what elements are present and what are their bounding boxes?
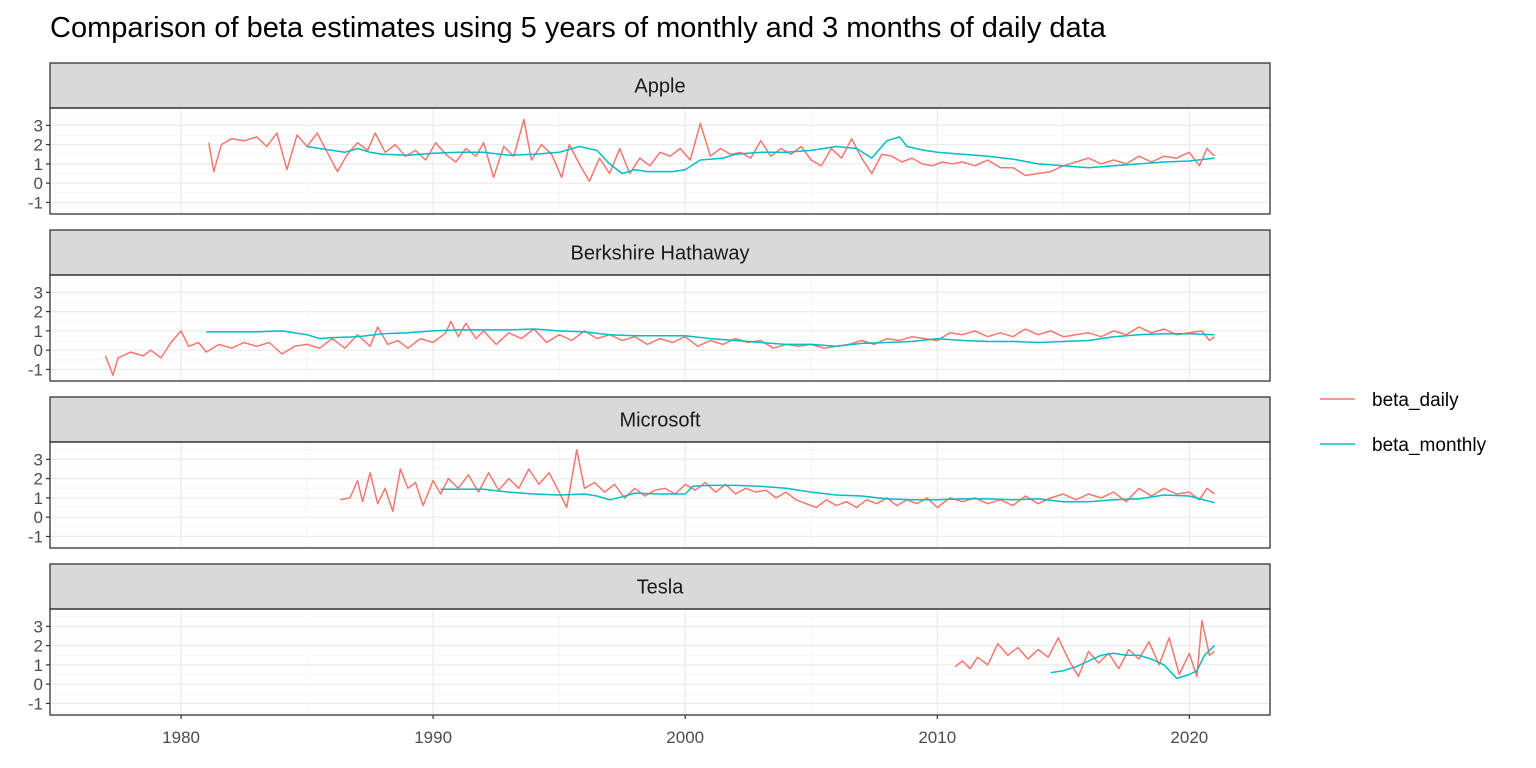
x-tick-label: 1980: [162, 728, 200, 747]
series-line-beta-monthly-microsoft: [440, 484, 1215, 504]
panel-border: [49, 608, 1271, 716]
y-tick-label: 2: [34, 470, 43, 489]
y-tick-label: -1: [28, 694, 43, 713]
y-tick-label: -1: [28, 193, 43, 212]
series-line-beta-monthly-apple: [306, 136, 1215, 175]
y-tick-label: 3: [34, 283, 43, 302]
y-tick-label: 1: [34, 155, 43, 174]
facet-strip-label-berkshire-hathaway: Berkshire Hathaway: [571, 243, 750, 265]
y-tick-label: 3: [34, 450, 43, 469]
series-line-beta-monthly-tesla: [1050, 645, 1216, 680]
y-tick-label: 1: [34, 322, 43, 341]
x-tick-label: 2020: [1170, 728, 1208, 747]
x-tick-label: 2000: [666, 728, 704, 747]
facet-strip: [49, 229, 1271, 276]
y-tick-label: 1: [34, 489, 43, 508]
y-tick-label: 3: [34, 617, 43, 636]
y-tick-label: 0: [34, 508, 43, 527]
y-tick-label: 0: [34, 341, 43, 360]
y-tick-label: 0: [34, 174, 43, 193]
series-line-beta-daily-apple: [208, 118, 1216, 182]
facet-strip: [49, 396, 1271, 443]
y-tick-label: 1: [34, 656, 43, 675]
panel-border: [49, 107, 1271, 215]
y-tick-label: -1: [28, 360, 43, 379]
facet-strip-label-apple: Apple: [634, 76, 685, 98]
y-tick-label: 2: [34, 136, 43, 155]
legend-label-beta-monthly: beta_monthly: [1372, 435, 1487, 456]
facet-strip: [49, 563, 1271, 610]
y-tick-label: 0: [34, 675, 43, 694]
panel-border: [49, 441, 1271, 549]
y-tick-label: -1: [28, 527, 43, 546]
facet-strip-label-microsoft: Microsoft: [619, 410, 701, 432]
series-line-beta-daily-berkshire-hathaway: [104, 320, 1215, 376]
series-line-beta-daily-tesla: [954, 619, 1215, 678]
panel-border: [49, 274, 1271, 382]
chart-title: Comparison of beta estimates using 5 yea…: [50, 12, 1106, 44]
y-tick-label: 2: [34, 637, 43, 656]
series-line-beta-monthly-berkshire-hathaway: [206, 328, 1215, 348]
x-tick-label: 2010: [918, 728, 956, 747]
facet-strip-label-tesla: Tesla: [637, 577, 685, 599]
y-tick-label: 3: [34, 116, 43, 135]
facet-strip: [49, 62, 1271, 109]
y-tick-label: 2: [34, 303, 43, 322]
x-tick-label: 1990: [414, 728, 452, 747]
legend-label-beta-daily: beta_daily: [1372, 390, 1459, 411]
